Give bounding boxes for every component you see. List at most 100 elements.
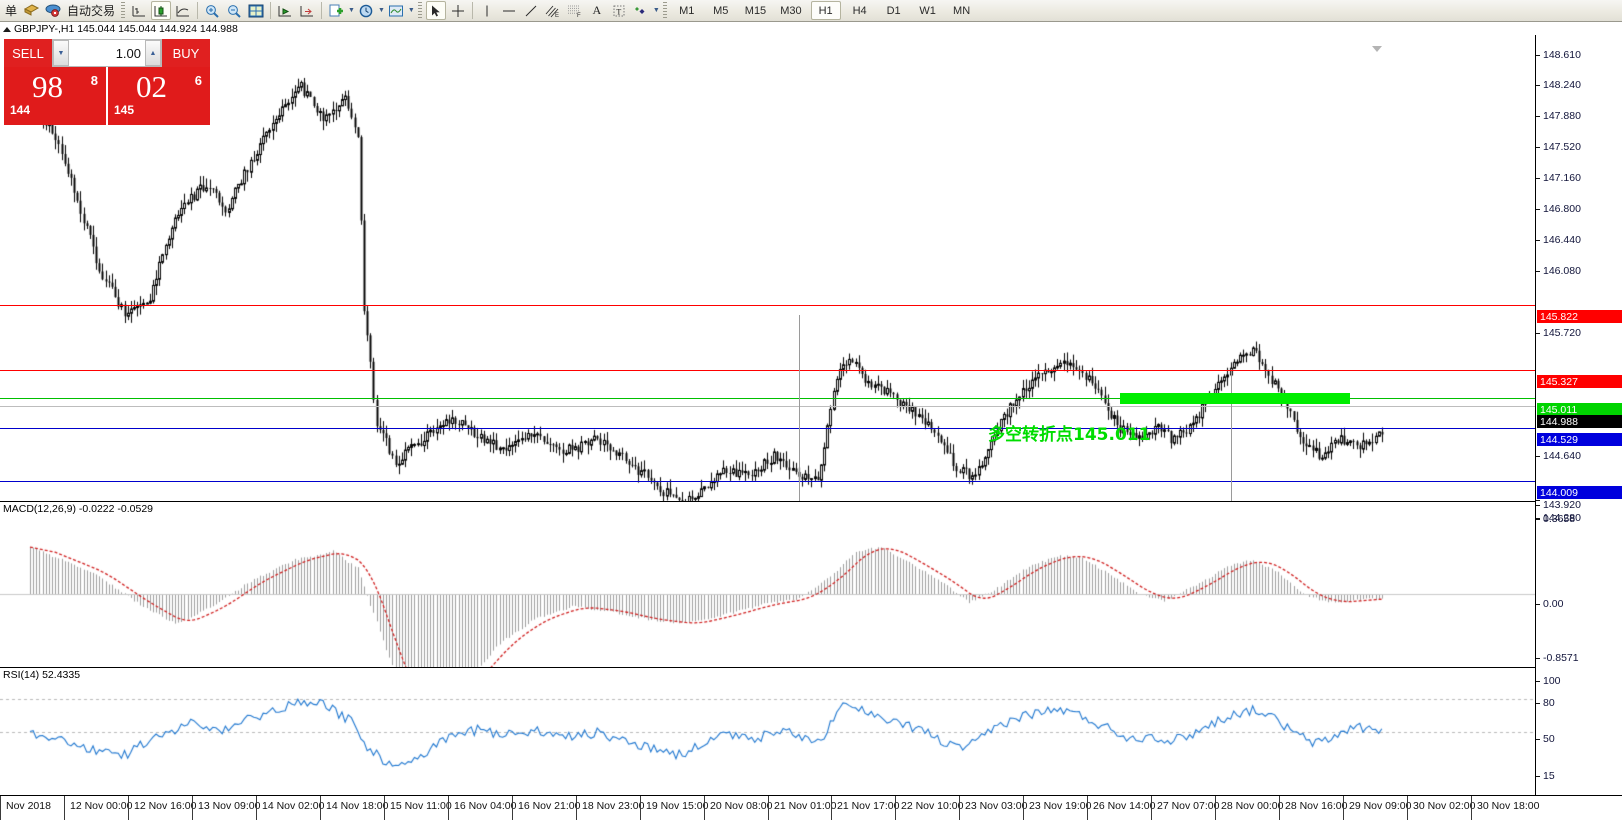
time-tick-mark <box>192 796 193 820</box>
bid-price-tag: 144.988 <box>1537 415 1622 428</box>
shapes-icon[interactable] <box>631 1 651 20</box>
equidistant-channel-icon[interactable]: E <box>543 1 563 20</box>
buy-button[interactable]: BUY <box>162 39 210 67</box>
autotrade-icon[interactable] <box>43 1 63 20</box>
vertical-line-icon[interactable] <box>477 1 497 20</box>
templates-icon[interactable] <box>386 1 406 20</box>
timeframe-h4[interactable]: H4 <box>852 4 867 17</box>
price-tick-label: 143.920 <box>1543 499 1581 511</box>
crosshair-icon[interactable] <box>448 1 468 20</box>
candlestick-chart-icon[interactable] <box>151 1 172 20</box>
time-tick-label: 14 Nov 18:00 <box>326 800 389 812</box>
pivot-highlight-band[interactable] <box>1120 393 1350 404</box>
price-pane[interactable]: 多空转折点145.011 <box>0 35 1535 501</box>
price-tick-label: 146.800 <box>1543 203 1581 215</box>
horizontal-line-icon[interactable] <box>499 1 519 20</box>
time-tick-label: 13 Nov 09:00 <box>198 800 261 812</box>
timeframe-d1[interactable]: D1 <box>886 4 901 17</box>
toolbar-separator-3 <box>321 2 323 19</box>
price-scale[interactable]: 148.610 148.240 147.880 147.520 147.160 … <box>1535 35 1622 795</box>
toolbar-grip[interactable] <box>121 2 126 19</box>
text-icon[interactable]: A <box>592 3 602 17</box>
time-tick-mark <box>1407 796 1408 820</box>
time-scale[interactable]: Nov 2018 12 Nov 00:00 12 Nov 16:00 13 Nov 0… <box>0 795 1622 820</box>
time-tick-mark <box>512 796 513 820</box>
buy-price-display[interactable]: 145 02 6 <box>108 67 210 125</box>
rsi-tick: 50 <box>1535 733 1622 745</box>
level-tag-145327[interactable]: 145.327 <box>1537 375 1622 388</box>
timeframe-mn[interactable]: MN <box>953 4 971 17</box>
level-tag-144009[interactable]: 144.009 <box>1537 486 1622 499</box>
trendline-icon[interactable] <box>521 1 541 20</box>
shapes-dropdown-icon[interactable]: ▼ <box>652 7 660 14</box>
level-tag-144529[interactable]: 144.529 <box>1537 433 1622 446</box>
level-line-145011[interactable] <box>0 398 1535 399</box>
rsi-canvas[interactable] <box>0 669 1535 796</box>
expert-advisor-icon[interactable] <box>21 1 41 20</box>
volume-value[interactable]: 1.00 <box>69 40 145 66</box>
timeframe-m30[interactable]: M30 <box>780 4 802 17</box>
time-tick-mark <box>959 796 960 820</box>
time-tick-mark <box>768 796 769 820</box>
level-line-144529[interactable] <box>0 428 1535 429</box>
buy-price-prefix: 145 <box>114 103 135 117</box>
pivot-annotation[interactable]: 多空转折点145.011 <box>988 425 1151 445</box>
zoom-in-icon[interactable] <box>202 1 222 20</box>
autotrade-label[interactable]: 自动交易 <box>67 4 116 18</box>
price-tick: 147.160 <box>1535 172 1622 184</box>
candlestick-canvas[interactable] <box>0 35 1535 501</box>
new-indicator-icon[interactable] <box>326 1 346 20</box>
rsi-tick: 15 <box>1535 770 1622 782</box>
timeframe-m1[interactable]: M1 <box>679 4 695 17</box>
trade-controls-row: SELL ▼ 1.00 ▲ BUY <box>4 39 210 67</box>
toolbar-grip-3[interactable] <box>662 2 667 19</box>
time-tick-label: 29 Nov 09:00 <box>1349 800 1412 812</box>
plot-area[interactable]: 多空转折点145.011 MACD(12,26,9) -0.0222 -0.05… <box>0 35 1535 796</box>
toolbar-grip-2[interactable] <box>417 2 422 19</box>
bar-chart-icon[interactable] <box>129 1 149 20</box>
fibonacci-retracement-icon[interactable]: F <box>565 1 585 20</box>
price-tick: 144.640 <box>1535 450 1622 462</box>
chart-shift-icon[interactable] <box>297 1 317 20</box>
volume-field[interactable]: ▼ 1.00 ▲ <box>52 39 162 67</box>
macd-canvas[interactable] <box>0 503 1535 668</box>
timeframe-h1[interactable]: H1 <box>810 1 841 20</box>
period-icon[interactable] <box>356 1 376 20</box>
cursor-icon[interactable] <box>425 1 446 20</box>
vertical-line-marker-1[interactable] <box>799 315 800 501</box>
level-line-145822[interactable] <box>0 305 1535 306</box>
rsi-pane[interactable]: RSI(14) 52.4335 <box>0 667 1535 796</box>
timeframe-m5[interactable]: M5 <box>713 4 729 17</box>
buy-price-point: 6 <box>194 73 202 88</box>
vertical-line-marker-2[interactable] <box>1231 371 1232 501</box>
time-tick-label: 18 Nov 23:00 <box>582 800 645 812</box>
level-tag-145822[interactable]: 145.822 <box>1537 310 1622 323</box>
level-tag-145011[interactable]: 145.011 <box>1537 403 1622 416</box>
volume-decrease-button[interactable]: ▼ <box>53 40 69 66</box>
time-tick-label: 16 Nov 21:00 <box>518 800 581 812</box>
time-tick-label: 22 Nov 10:00 <box>901 800 964 812</box>
time-tick-label: 12 Nov 16:00 <box>134 800 197 812</box>
tile-windows-icon[interactable] <box>246 1 266 20</box>
level-line-145327[interactable] <box>0 370 1535 371</box>
line-chart-icon[interactable] <box>173 1 193 20</box>
timeframe-w1[interactable]: W1 <box>919 4 936 17</box>
level-line-144009[interactable] <box>0 481 1535 482</box>
chart-restore-icon[interactable] <box>3 26 11 32</box>
auto-scroll-icon[interactable] <box>275 1 295 20</box>
volume-increase-button[interactable]: ▲ <box>145 40 161 66</box>
one-click-trading-panel[interactable]: SELL ▼ 1.00 ▲ BUY 144 98 8 145 02 6 <box>4 39 210 125</box>
new-indicator-dropdown-icon[interactable]: ▼ <box>348 7 355 14</box>
macd-label: MACD(12,26,9) -0.0222 -0.0529 <box>3 503 153 515</box>
timeframe-m15[interactable]: M15 <box>744 4 767 17</box>
sell-button[interactable]: SELL <box>4 39 52 67</box>
svg-text:E: E <box>555 13 559 18</box>
templates-dropdown-icon[interactable]: ▼ <box>407 7 415 14</box>
period-dropdown-icon[interactable]: ▼ <box>377 7 385 14</box>
macd-tick-label: 0.3658 <box>1543 513 1576 525</box>
macd-pane[interactable]: MACD(12,26,9) -0.0222 -0.0529 <box>0 501 1535 668</box>
sell-price-display[interactable]: 144 98 8 <box>4 67 106 125</box>
zoom-out-icon[interactable] <box>224 1 244 20</box>
time-tick-mark <box>0 796 1 820</box>
text-label-icon[interactable]: T <box>609 1 629 20</box>
